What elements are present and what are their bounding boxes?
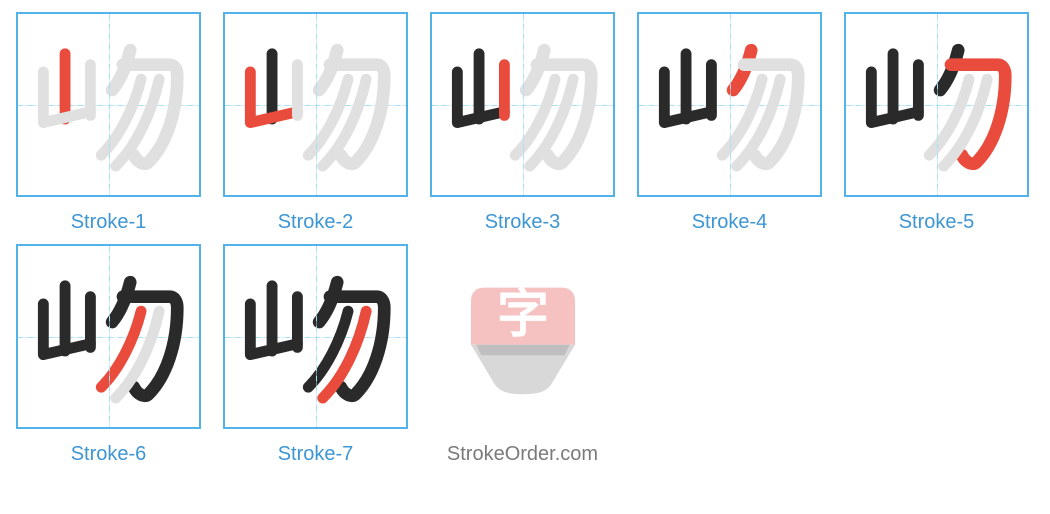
character-svg (225, 14, 406, 195)
stroke-step: Stroke-3 (430, 12, 615, 234)
stroke-caption: Stroke-4 (692, 211, 768, 234)
character-svg (639, 14, 820, 195)
stroke-step: Stroke-1 (16, 12, 201, 234)
site-label: StrokeOrder.com (447, 443, 598, 466)
character-svg (846, 14, 1027, 195)
character-svg (432, 14, 613, 195)
stroke-box (430, 12, 615, 197)
stroke-caption: Stroke-7 (278, 443, 354, 466)
stroke-caption: Stroke-5 (899, 211, 975, 234)
stroke-box (637, 12, 822, 197)
stroke-caption: Stroke-6 (71, 443, 147, 466)
character-svg (18, 14, 199, 195)
stroke-step: Stroke-2 (223, 12, 408, 234)
stroke-step: Stroke-5 (844, 12, 1029, 234)
character-svg (18, 246, 199, 427)
stroke-box (223, 12, 408, 197)
stroke-box (16, 244, 201, 429)
stroke-box (16, 12, 201, 197)
stroke-step: Stroke-6 (16, 244, 201, 466)
stroke-step: Stroke-4 (637, 12, 822, 234)
stroke-box (223, 244, 408, 429)
svg-text:字: 字 (496, 285, 548, 343)
character-svg (225, 246, 406, 427)
logo-icon: 字 (458, 272, 588, 402)
logo-box: 字 (430, 244, 615, 429)
stroke-caption: Stroke-2 (278, 211, 354, 234)
stroke-caption: Stroke-1 (71, 211, 147, 234)
stroke-grid: Stroke-1 Stroke-2 Stroke-3 Stroke-4 Stroke-5… (16, 12, 1034, 466)
stroke-step: Stroke-7 (223, 244, 408, 466)
logo-cell: 字 StrokeOrder.com (430, 244, 615, 466)
stroke-box (844, 12, 1029, 197)
stroke-caption: Stroke-3 (485, 211, 561, 234)
